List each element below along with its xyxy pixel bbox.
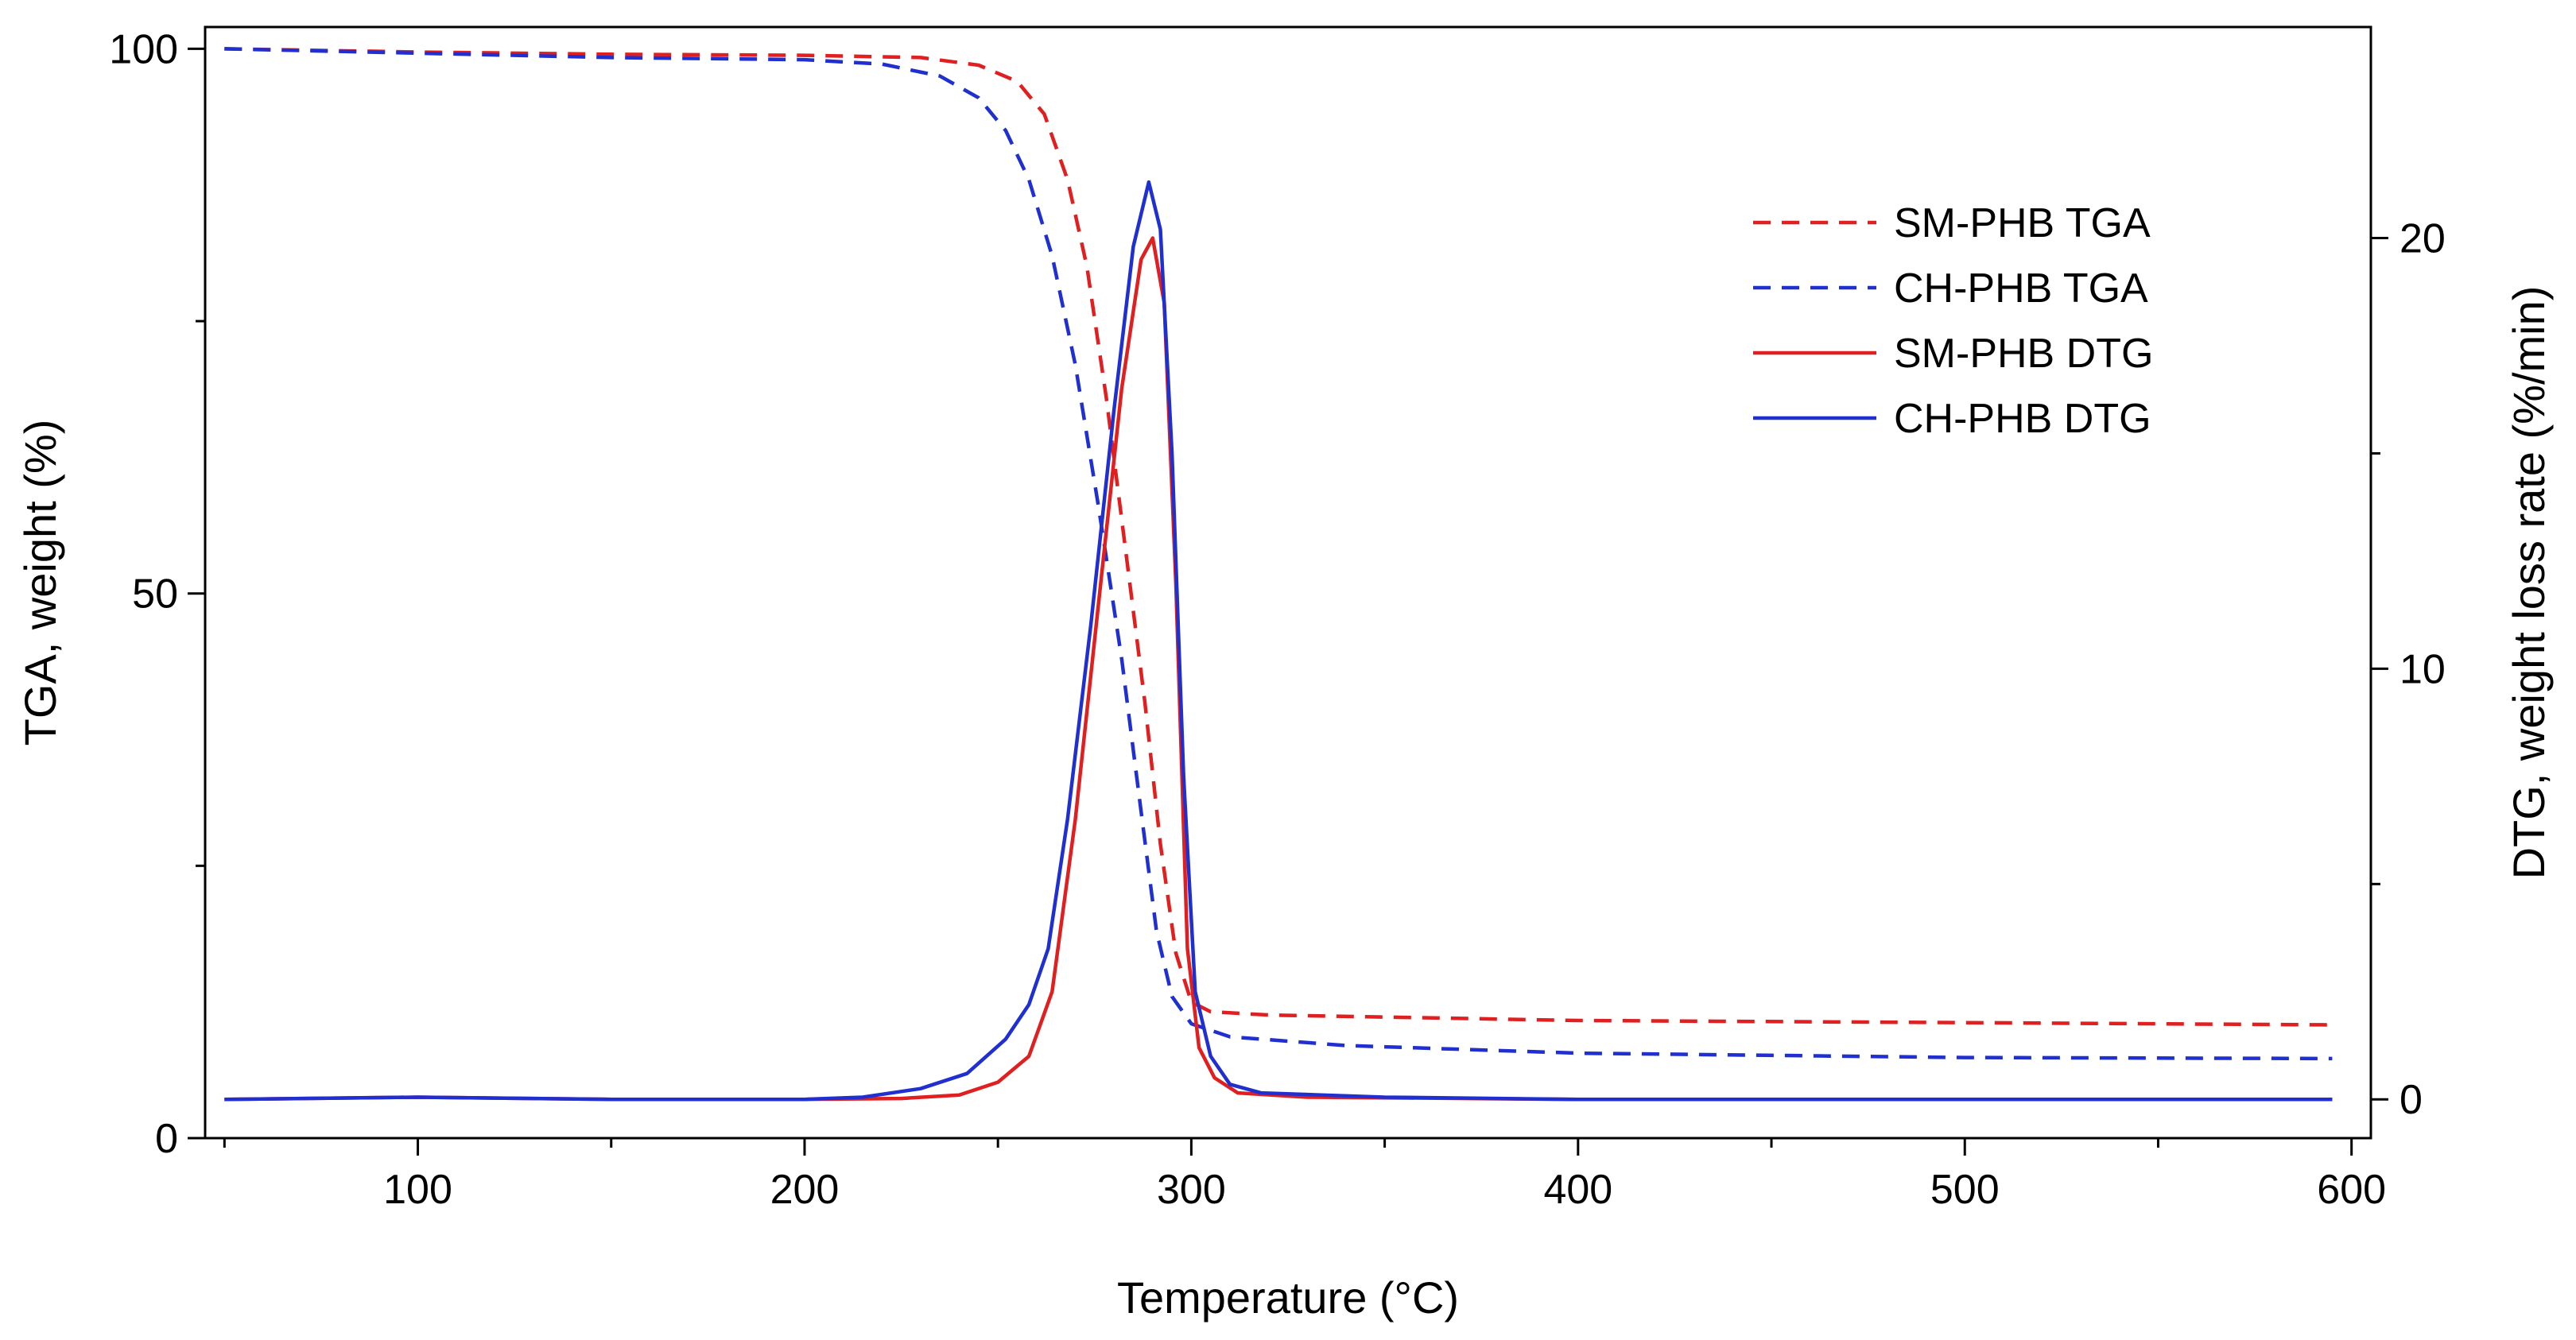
y-left-axis-title: TGA, weight (%) xyxy=(15,420,65,746)
legend-label-sm-phb-dtg: SM-PHB DTG xyxy=(1894,331,2153,377)
series-line-ch-phb-dtg xyxy=(224,180,2333,1102)
x-tick-label: 600 xyxy=(2317,1167,2386,1213)
series-line-sm-phb-tga xyxy=(224,47,2333,1027)
legend-label-ch-phb-tga: CH-PHB TGA xyxy=(1894,265,2148,312)
series-line-ch-phb-tga xyxy=(224,47,2333,1061)
x-tick-label: 200 xyxy=(770,1167,840,1213)
x-tick-label: 400 xyxy=(1543,1167,1612,1213)
plot-area xyxy=(224,47,2333,1102)
y-right-tick-label: 0 xyxy=(2399,1077,2423,1123)
legend: SM-PHB TGA CH-PHB TGA SM-PHB DTG CH-PHB DTG xyxy=(1753,200,2153,442)
x-tick-label: 300 xyxy=(1157,1167,1226,1213)
y-left-tick-label: 50 xyxy=(132,571,178,618)
x-tick-label: 500 xyxy=(1930,1167,2000,1213)
legend-label-sm-phb-tga: SM-PHB TGA xyxy=(1894,200,2151,246)
x-tick-label: 100 xyxy=(383,1167,452,1213)
legend-label-ch-phb-dtg: CH-PHB DTG xyxy=(1894,396,2151,442)
axes: 100 200 300 400 500 600 0 50 100 0 10 20 xyxy=(109,25,2446,1213)
y-right-tick-label: 10 xyxy=(2399,646,2446,692)
series-line-sm-phb-dtg xyxy=(224,236,2333,1102)
y-left-tick-label: 0 xyxy=(155,1116,178,1162)
x-axis-title: Temperature (°C) xyxy=(1117,1272,1459,1323)
y-left-tick-label: 100 xyxy=(109,26,178,72)
y-right-tick-label: 20 xyxy=(2399,216,2446,262)
plot-frame xyxy=(204,25,2372,1140)
y-right-axis-title: DTG, weight loss rate (%/min) xyxy=(2504,286,2554,880)
